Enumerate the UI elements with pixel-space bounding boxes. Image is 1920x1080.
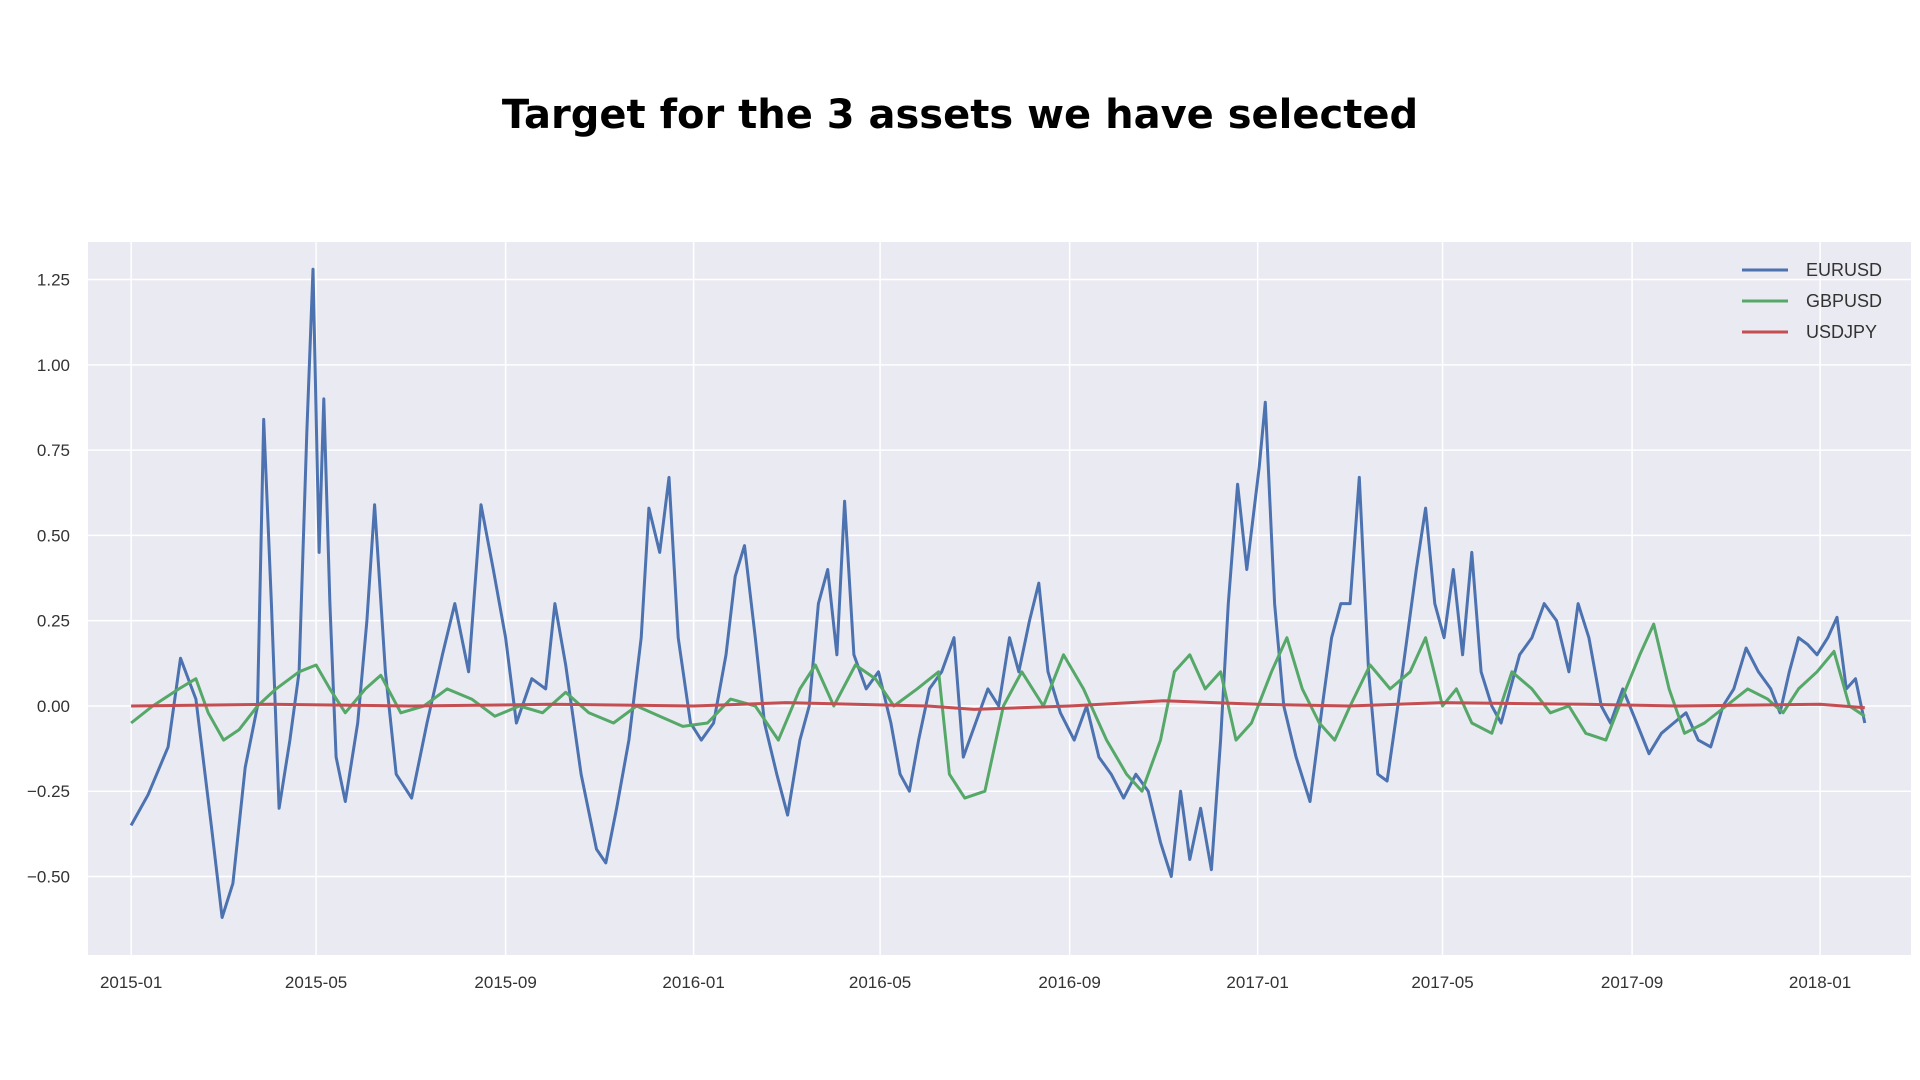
- x-tick-label: 2017-05: [1411, 973, 1473, 992]
- legend-label-eurusd: EURUSD: [1806, 260, 1882, 280]
- legend-label-gbpusd: GBPUSD: [1806, 291, 1882, 311]
- x-tick-label: 2015-05: [285, 973, 347, 992]
- axis-tick-labels: 2015-01 2015-05 2015-09 2016-01 2016-05 2016-…: [27, 271, 1851, 992]
- x-tick-label: 2015-01: [100, 973, 162, 992]
- y-tick-label: −0.25: [27, 782, 70, 801]
- series-line-eurusd: [129, 267, 1867, 919]
- x-tick-label: 2015-09: [474, 973, 536, 992]
- legend: EURUSD GBPUSD USDJPY: [1742, 260, 1882, 342]
- series-line-gbpusd: [130, 622, 1866, 800]
- x-tick-label: 2017-01: [1226, 973, 1288, 992]
- y-tick-label: 1.25: [37, 271, 70, 290]
- legend-label-usdjpy: USDJPY: [1806, 322, 1877, 342]
- series-lines: [129, 267, 1867, 919]
- y-tick-label: 0.25: [37, 612, 70, 631]
- y-tick-label: 0.75: [37, 441, 70, 460]
- plot-background: [88, 242, 1911, 955]
- x-tick-label: 2016-05: [849, 973, 911, 992]
- y-tick-label: −0.50: [27, 868, 70, 887]
- x-tick-label: 2016-01: [662, 973, 724, 992]
- grid-lines: [88, 242, 1911, 955]
- x-tick-label: 2018-01: [1789, 973, 1851, 992]
- page-title: Target for the 3 assets we have selected: [501, 92, 1419, 138]
- x-tick-label: 2016-09: [1038, 973, 1100, 992]
- x-tick-label: 2017-09: [1601, 973, 1663, 992]
- series-line-usdjpy: [131, 699, 1865, 711]
- y-tick-label: 0.00: [37, 697, 70, 716]
- y-tick-label: 0.50: [37, 526, 70, 545]
- y-tick-label: 1.00: [37, 356, 70, 375]
